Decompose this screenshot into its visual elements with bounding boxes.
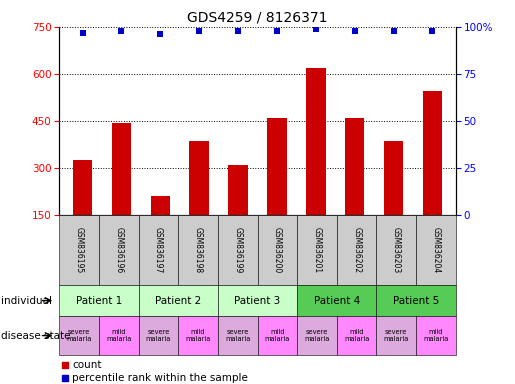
Text: mild
malaria: mild malaria	[423, 329, 449, 342]
Text: severe
malaria: severe malaria	[66, 329, 92, 342]
Point	[117, 28, 126, 34]
Text: severe
malaria: severe malaria	[225, 329, 250, 342]
Text: Patient 3: Patient 3	[234, 296, 281, 306]
Point	[389, 28, 398, 34]
Text: disease state: disease state	[1, 331, 71, 341]
Text: count: count	[72, 360, 101, 370]
Point	[312, 26, 320, 32]
Point	[61, 362, 69, 368]
Bar	[228, 165, 248, 215]
Text: severe
malaria: severe malaria	[146, 329, 171, 342]
Text: GSM836196: GSM836196	[114, 227, 123, 273]
Point	[195, 28, 203, 34]
Text: mild
malaria: mild malaria	[185, 329, 211, 342]
Point	[234, 28, 242, 34]
Bar	[190, 141, 209, 215]
Text: severe
malaria: severe malaria	[304, 329, 330, 342]
Text: GSM836202: GSM836202	[352, 227, 361, 273]
Text: GSM836204: GSM836204	[432, 227, 440, 273]
Bar	[267, 118, 287, 215]
Point	[61, 375, 69, 381]
Bar	[345, 118, 365, 215]
Point	[273, 28, 281, 34]
Bar	[306, 68, 325, 215]
Text: Patient 5: Patient 5	[393, 296, 439, 306]
Text: GSM836201: GSM836201	[313, 227, 321, 273]
Text: GSM836199: GSM836199	[233, 227, 242, 273]
Bar	[73, 160, 92, 215]
Bar	[423, 91, 442, 215]
Bar	[112, 122, 131, 215]
Point	[351, 28, 359, 34]
Point	[156, 31, 164, 38]
Text: GSM836198: GSM836198	[194, 227, 202, 273]
Text: mild
malaria: mild malaria	[265, 329, 290, 342]
Text: Patient 4: Patient 4	[314, 296, 360, 306]
Point	[428, 28, 437, 34]
Text: Patient 1: Patient 1	[76, 296, 122, 306]
Text: mild
malaria: mild malaria	[106, 329, 131, 342]
Text: severe
malaria: severe malaria	[384, 329, 409, 342]
Text: individual: individual	[1, 296, 52, 306]
Text: percentile rank within the sample: percentile rank within the sample	[72, 373, 248, 383]
Text: GSM836203: GSM836203	[392, 227, 401, 273]
Text: mild
malaria: mild malaria	[344, 329, 369, 342]
Title: GDS4259 / 8126371: GDS4259 / 8126371	[187, 10, 328, 24]
Bar	[384, 141, 403, 215]
Text: GSM836197: GSM836197	[154, 227, 163, 273]
Text: GSM836195: GSM836195	[75, 227, 83, 273]
Point	[78, 30, 87, 36]
Bar	[150, 196, 170, 215]
Text: GSM836200: GSM836200	[273, 227, 282, 273]
Text: Patient 2: Patient 2	[155, 296, 201, 306]
